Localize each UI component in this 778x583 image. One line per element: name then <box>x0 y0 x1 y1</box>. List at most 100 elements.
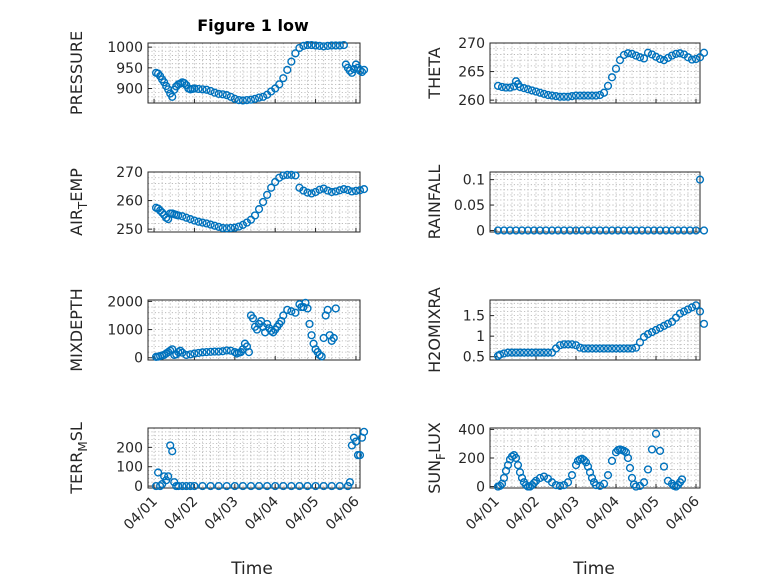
data-point <box>263 190 272 199</box>
figure-title: Figure 1 low <box>197 16 309 35</box>
data-point <box>162 213 171 222</box>
data-point <box>543 90 553 100</box>
data-point <box>329 333 338 343</box>
data-point <box>511 453 521 463</box>
data-point <box>351 186 361 195</box>
data-point <box>242 96 252 105</box>
y-tick-label: 0 <box>134 351 143 367</box>
data-point <box>345 66 355 75</box>
x-axis-label-left: Time <box>230 559 273 579</box>
data-point <box>248 314 258 323</box>
y-tick-label: 0.5 <box>463 350 485 366</box>
data-point <box>291 308 300 317</box>
y-tick-label: 250 <box>116 222 143 238</box>
data-point <box>551 92 561 101</box>
data-series <box>151 298 340 362</box>
data-point <box>627 49 637 58</box>
data-point <box>295 481 304 491</box>
axes-frame <box>147 427 361 489</box>
data-point <box>643 330 653 339</box>
data-point <box>531 87 541 96</box>
data-point <box>511 226 521 235</box>
data-point <box>631 226 641 235</box>
data-point <box>238 481 247 491</box>
data-point <box>583 91 593 100</box>
data-point <box>271 84 280 93</box>
data-point <box>351 437 361 446</box>
data-point <box>591 481 601 490</box>
y-axis-label: THETA <box>425 47 444 99</box>
data-point <box>299 41 308 50</box>
y-axis-label: PRESSURE <box>67 31 86 115</box>
axes-border <box>147 42 361 104</box>
data-point <box>254 481 264 491</box>
data-point <box>222 346 231 355</box>
y-tick-label: 0 <box>134 479 143 495</box>
data-point <box>206 481 215 491</box>
data-point <box>206 347 215 356</box>
data-point <box>607 456 617 465</box>
data-point <box>651 429 661 438</box>
data-point <box>567 92 577 101</box>
data-point <box>339 185 348 194</box>
data-point <box>339 40 348 50</box>
data-point <box>287 481 296 491</box>
data-point <box>234 96 243 105</box>
data-point <box>355 186 365 195</box>
data-point <box>553 226 563 235</box>
y-tick-label: 0.1 <box>463 173 485 189</box>
data-point <box>295 43 304 53</box>
data-point <box>637 226 647 235</box>
data-point <box>559 92 569 101</box>
x-tick-label: 04/06 <box>663 493 703 533</box>
data-point <box>267 183 276 192</box>
data-point <box>695 307 705 316</box>
data-point <box>190 481 199 491</box>
x-tick-label: 04/05 <box>623 494 663 534</box>
data-point <box>158 208 167 217</box>
data-point <box>529 478 539 488</box>
data-point <box>615 56 625 65</box>
data-point <box>218 90 227 99</box>
data-point <box>343 185 352 195</box>
data-point <box>619 344 629 353</box>
data-point <box>153 468 163 477</box>
data-point <box>643 465 653 474</box>
data-point <box>587 91 597 100</box>
data-point <box>581 458 591 467</box>
data-point <box>623 344 633 353</box>
data-point <box>573 456 583 465</box>
data-point <box>579 344 589 353</box>
data-series <box>151 40 369 105</box>
data-point <box>595 90 605 100</box>
data-point <box>535 226 545 235</box>
data-point <box>178 481 187 491</box>
data-point <box>299 302 308 312</box>
data-point <box>529 226 539 235</box>
data-point <box>601 226 611 235</box>
axes-border <box>489 299 701 361</box>
data-point <box>555 341 565 350</box>
data-point <box>625 226 635 235</box>
data-point <box>655 323 665 333</box>
data-point <box>509 82 519 91</box>
data-point <box>647 327 657 337</box>
data-point <box>535 88 545 97</box>
data-point <box>595 481 605 490</box>
data-point <box>567 471 577 480</box>
subplot-terr-msl: 0 100 200 04/01 04/02 04/03 04/04 04/05 04/06 TER… <box>67 422 369 534</box>
subplot-pressure: 900 950 1000 PRESSURE <box>67 31 369 115</box>
data-point <box>607 344 617 353</box>
data-point <box>244 348 254 357</box>
data-series <box>151 427 369 491</box>
data-point <box>230 348 239 357</box>
data-point <box>503 348 513 357</box>
axes-border <box>489 171 701 233</box>
data-point <box>687 303 697 312</box>
data-point <box>222 481 231 491</box>
x-tick-label: 04/03 <box>202 494 242 534</box>
data-point <box>647 50 657 59</box>
data-point <box>691 301 701 310</box>
data-point <box>655 54 665 64</box>
data-point <box>190 216 199 225</box>
